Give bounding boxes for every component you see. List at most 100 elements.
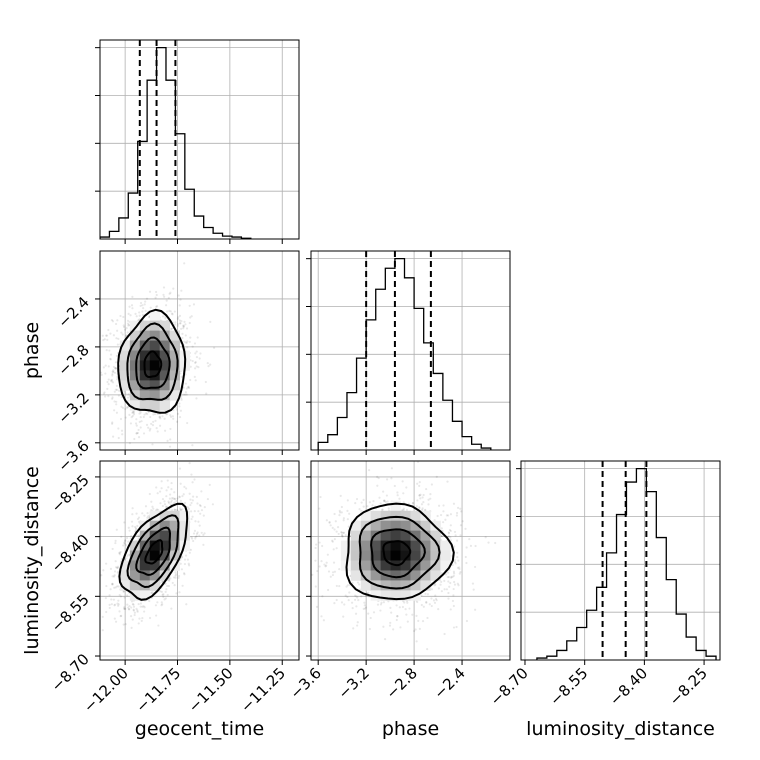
sample-point: [383, 499, 386, 503]
sample-point: [434, 597, 438, 601]
density-bin: [149, 550, 161, 561]
sample-point: [108, 603, 111, 606]
sample-point: [181, 332, 184, 335]
sample-point: [127, 553, 130, 556]
sample-point: [126, 331, 129, 334]
sample-point: [196, 531, 199, 534]
sample-point: [338, 511, 342, 514]
sample-point: [425, 487, 428, 491]
sample-point: [197, 520, 200, 523]
sample-point: [122, 544, 125, 547]
sample-point: [367, 591, 370, 594]
sample-point: [122, 315, 125, 319]
sample-point: [164, 590, 167, 593]
sample-point: [331, 571, 335, 574]
sample-point: [162, 286, 166, 289]
sample-point: [401, 508, 404, 512]
sample-point: [189, 365, 192, 368]
sample-point: [137, 602, 140, 606]
sample-point: [382, 499, 386, 502]
sample-point: [333, 528, 336, 531]
sample-point: [128, 323, 131, 326]
sample-point: [147, 515, 150, 518]
2d-panel-phase-luminosity_distance: −3.6 −3.2 −2.8 −2.4: [287, 460, 511, 703]
sample-point: [459, 570, 462, 574]
sample-point: [450, 575, 453, 578]
sample-point: [202, 543, 205, 546]
sample-point: [449, 529, 452, 533]
sample-point: [127, 606, 130, 609]
sample-point: [368, 469, 371, 472]
sample-point: [200, 509, 204, 512]
sample-point: [422, 605, 425, 608]
sample-point: [152, 507, 155, 510]
sample-point: [396, 491, 399, 494]
sample-point: [180, 556, 183, 559]
sample-point: [372, 611, 376, 614]
density-bin: [149, 580, 161, 591]
y-tick-label: −8.40: [48, 531, 93, 576]
sample-point: [306, 542, 308, 544]
sample-point: [448, 528, 451, 532]
sample-point: [146, 512, 149, 515]
sample-point: [155, 290, 158, 294]
sample-point: [188, 340, 191, 343]
sample-point: [420, 603, 423, 607]
sample-point: [465, 546, 468, 549]
sample-point: [114, 322, 118, 326]
sample-point: [112, 365, 115, 369]
sample-point: [449, 608, 452, 611]
sample-point: [358, 583, 361, 586]
sample-point: [484, 536, 487, 539]
sample-point: [182, 324, 185, 328]
sample-point: [165, 413, 168, 416]
sample-point: [169, 427, 172, 431]
sample-point: [130, 534, 133, 538]
sample-point: [117, 585, 120, 588]
sample-point: [169, 438, 172, 441]
sample-point: [440, 534, 443, 538]
sample-point: [405, 486, 408, 489]
sample-point: [430, 483, 434, 486]
sample-point: [396, 615, 399, 618]
density-bin: [119, 370, 131, 381]
sample-point: [168, 445, 172, 448]
sample-point: [433, 584, 436, 587]
sample-point: [176, 323, 179, 326]
sample-point: [355, 595, 358, 598]
sample-point: [354, 594, 357, 597]
density-bin: [169, 360, 180, 371]
sample-point: [185, 341, 188, 344]
sample-point: [179, 322, 182, 325]
sample-point: [136, 524, 139, 528]
density-bin: [149, 330, 161, 341]
sample-point: [148, 616, 152, 620]
sample-point: [443, 588, 446, 591]
sample-point: [104, 395, 107, 398]
y-tick-label: −3.2: [54, 389, 92, 427]
sample-point: [176, 497, 179, 500]
sample-point: [440, 580, 443, 584]
sample-point: [109, 379, 113, 382]
sample-point: [141, 512, 144, 515]
sample-point: [473, 565, 477, 569]
sample-point: [185, 387, 188, 390]
sample-point: [119, 417, 123, 421]
sample-point: [456, 556, 459, 559]
sample-point: [189, 336, 192, 339]
sample-point: [396, 494, 399, 497]
sample-point: [341, 534, 344, 537]
sample-point: [195, 495, 198, 499]
sample-point: [447, 597, 450, 600]
sample-point: [169, 414, 172, 417]
sample-point: [439, 513, 443, 517]
sample-point: [172, 576, 176, 579]
sample-point: [184, 382, 188, 385]
sample-point: [327, 570, 331, 573]
sample-point: [434, 594, 437, 597]
sample-point: [156, 601, 159, 604]
density-bin: [159, 540, 171, 551]
sample-point: [439, 583, 442, 586]
sample-point: [133, 437, 136, 441]
sample-point: [471, 582, 475, 585]
